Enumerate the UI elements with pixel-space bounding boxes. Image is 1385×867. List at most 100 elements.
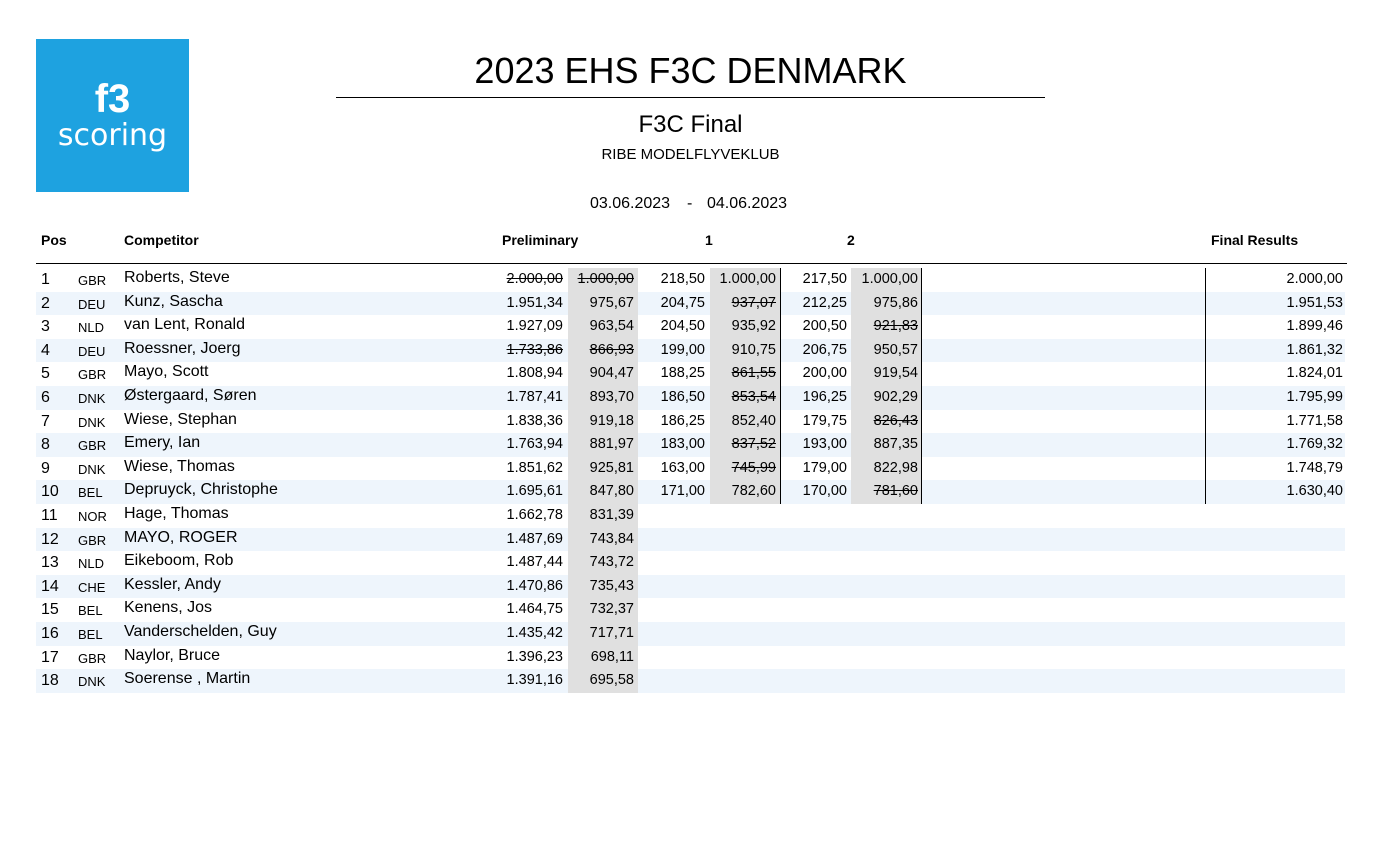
score: 717,71 xyxy=(589,625,634,641)
score-shade xyxy=(568,433,638,457)
score-shade xyxy=(568,551,638,575)
score-shade xyxy=(568,315,638,339)
score: 745,99 xyxy=(731,459,776,476)
position: 14 xyxy=(41,577,59,595)
row-band xyxy=(36,433,1345,457)
date-from: 03.06.2023 xyxy=(590,195,671,212)
score: 170,00 xyxy=(802,483,847,500)
position: 7 xyxy=(41,412,50,430)
country: DNK xyxy=(78,391,106,406)
competitor: van Lent, Ronald xyxy=(124,316,245,334)
country: BEL xyxy=(78,603,103,619)
score-shade xyxy=(568,291,638,316)
score-shade xyxy=(851,362,921,386)
final-score: 1.861,32 xyxy=(1286,341,1343,358)
competitor: Roessner, Joerg xyxy=(124,339,241,357)
score: 781,60 xyxy=(873,483,918,500)
score: 698,11 xyxy=(590,648,634,665)
score-shade xyxy=(568,598,638,622)
score-shade xyxy=(568,268,638,292)
score: 199,00 xyxy=(660,341,705,358)
score-shade xyxy=(851,386,921,410)
score: 2.000,00 xyxy=(506,271,563,287)
country: DEU xyxy=(78,296,106,312)
score: 831,39 xyxy=(589,507,634,523)
col-header: Preliminary xyxy=(502,232,579,248)
logo-top: f3 xyxy=(94,77,131,121)
row-band xyxy=(36,622,1345,646)
score: 206,75 xyxy=(802,341,847,358)
position: 3 xyxy=(41,318,50,336)
column-rule xyxy=(1205,268,1206,504)
row-band xyxy=(36,574,1345,599)
score: 950,57 xyxy=(873,341,918,358)
score: 217,50 xyxy=(802,271,847,287)
row-band xyxy=(36,480,1345,504)
score: 1.470,86 xyxy=(506,577,563,594)
country: DNK xyxy=(78,674,106,690)
position: 8 xyxy=(41,436,50,454)
score-shade xyxy=(710,338,780,363)
score-shade xyxy=(568,386,638,410)
score: 1.763,94 xyxy=(506,436,563,453)
country: NLD xyxy=(78,556,105,572)
final-score: 1.748,79 xyxy=(1286,459,1343,476)
score-shade xyxy=(710,433,780,457)
score-shade xyxy=(851,291,921,316)
score: 782,60 xyxy=(731,483,776,500)
score: 163,00 xyxy=(660,459,705,476)
score: 1.000,00 xyxy=(861,271,918,287)
score-shade xyxy=(710,456,780,481)
score: 852,40 xyxy=(731,412,776,429)
final-score: 2.000,00 xyxy=(1286,271,1343,287)
title: 2023 EHS F3C DENMARK xyxy=(474,50,907,91)
score-shade xyxy=(851,480,921,504)
score: 1.391,16 xyxy=(506,672,563,689)
row-band xyxy=(36,386,1345,410)
score-shade xyxy=(568,362,638,386)
position: 5 xyxy=(41,365,50,383)
score-shade xyxy=(851,456,921,481)
position: 11 xyxy=(41,507,58,524)
score-shade xyxy=(851,338,921,363)
score-shade xyxy=(710,409,780,434)
score-shade xyxy=(710,480,780,504)
score: 218,50 xyxy=(660,271,705,287)
row-band xyxy=(36,527,1345,552)
score: 196,25 xyxy=(802,389,847,405)
score-shade xyxy=(568,574,638,599)
country: BEL xyxy=(78,627,103,642)
score: 910,75 xyxy=(731,341,776,358)
position: 2 xyxy=(41,294,50,312)
score: 826,43 xyxy=(873,412,918,429)
score-shade xyxy=(710,315,780,339)
competitor: Østergaard, Søren xyxy=(124,387,257,404)
score: 975,86 xyxy=(873,294,918,311)
score: 1.396,23 xyxy=(506,648,563,665)
position: 13 xyxy=(41,554,59,572)
column-rule xyxy=(921,268,922,504)
score: 881,97 xyxy=(589,436,634,453)
competitor: Eikeboom, Rob xyxy=(124,552,234,570)
competitor: Wiese, Stephan xyxy=(124,410,237,428)
country: GBR xyxy=(78,650,107,666)
competitor: Wiese, Thomas xyxy=(124,457,235,475)
score-shade xyxy=(851,433,921,457)
score: 853,54 xyxy=(731,389,776,405)
score: 937,07 xyxy=(731,294,776,311)
country: NLD xyxy=(78,320,105,336)
position: 4 xyxy=(41,341,50,359)
competitor: Roberts, Steve xyxy=(124,269,230,286)
final-score: 1.824,01 xyxy=(1286,365,1343,382)
score: 887,35 xyxy=(873,436,918,453)
score: 743,72 xyxy=(589,554,634,571)
score: 975,67 xyxy=(589,294,634,311)
score: 904,47 xyxy=(589,365,634,382)
score-shade xyxy=(851,268,921,292)
score-shade xyxy=(710,291,780,316)
col-header: 2 xyxy=(847,232,855,248)
competitor: Soerense , Martin xyxy=(124,670,251,688)
score: 921,83 xyxy=(873,318,918,335)
score-shade xyxy=(851,315,921,339)
score-shade xyxy=(568,622,638,646)
